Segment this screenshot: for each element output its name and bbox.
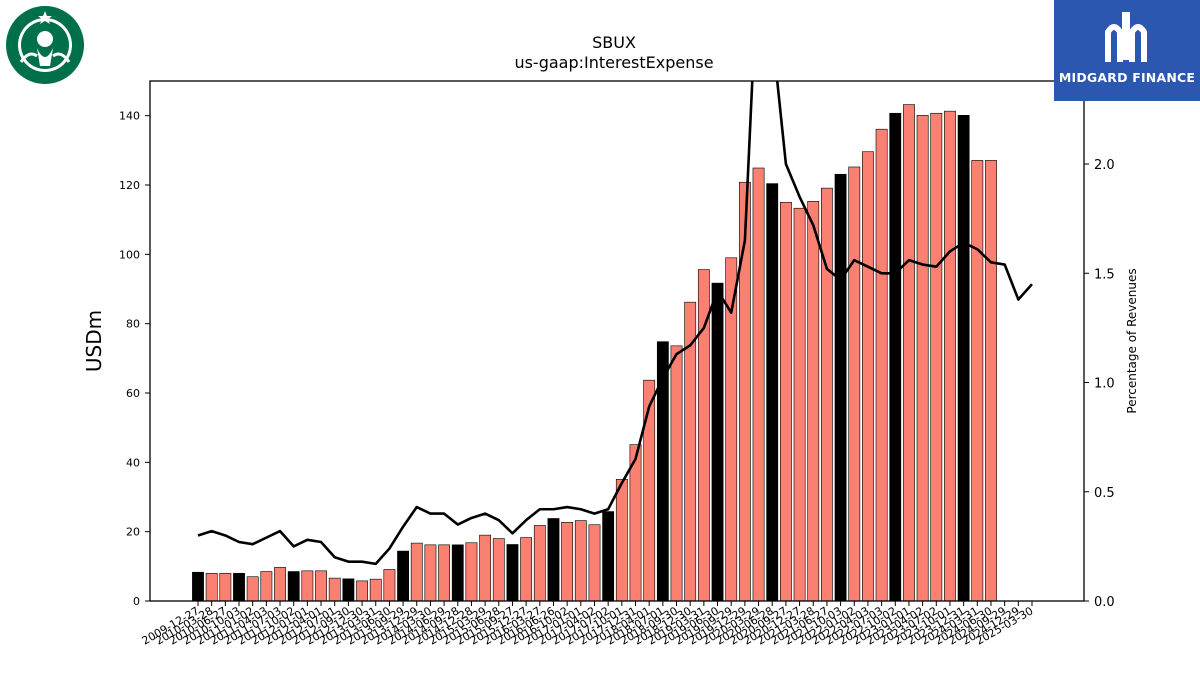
bar-2012-04-01 <box>315 570 327 602</box>
percentage-line <box>197 81 1033 566</box>
starbucks-logo <box>4 4 86 88</box>
bar-2010-06-27 <box>219 572 232 602</box>
y-tick-label: 140 <box>119 110 140 123</box>
bar-2023-07-02 <box>930 112 943 602</box>
bar-2022-07-03 <box>875 128 888 602</box>
bar-2015-06-28 <box>492 538 505 602</box>
bar-2017-07-02 <box>602 511 615 602</box>
bar-2020-09-27 <box>779 202 792 602</box>
bar-2010-10-03 <box>233 572 245 602</box>
bar-2020-12-27 <box>793 207 806 602</box>
bar-2015-03-29 <box>479 534 492 602</box>
bar-2012-07-01 <box>328 577 341 602</box>
bar-2013-09-29 <box>397 550 409 602</box>
bar-2019-06-30 <box>711 282 724 602</box>
bar-2017-04-02 <box>588 524 601 602</box>
bar-2014-09-28 <box>451 544 464 602</box>
bar-2021-06-27 <box>821 187 833 602</box>
bar-2013-06-30 <box>383 569 396 602</box>
midgard-finance-logo: MIDGARD FINANCE <box>1054 0 1200 101</box>
chart-subtitle: us-gaap:InterestExpense <box>514 53 713 72</box>
x-axis: 2009-12-272010-03-282010-06-272010-10-03… <box>140 601 1036 648</box>
y-axis-right: 0.0 0.5 1.0 1.5 2.0 <box>1084 158 1115 610</box>
y2-tick-label: 2.0 <box>1094 158 1115 173</box>
y2-axis-label: Percentage of Revenues <box>1125 268 1139 413</box>
bar-2015-12-27 <box>520 537 533 602</box>
bar-2013-12-29 <box>410 542 423 602</box>
bar-2017-01-01 <box>574 520 587 602</box>
y-axis-label: USDm <box>82 310 106 372</box>
bar-2024-03-31 <box>971 160 984 602</box>
bar-2013-03-31 <box>369 578 382 602</box>
bar-2015-09-27 <box>506 544 519 602</box>
bar-2022-10-02 <box>889 112 902 602</box>
bar-2023-10-01 <box>944 110 956 602</box>
chart-title: SBUX <box>592 33 636 52</box>
bar-2017-10-01 <box>615 479 628 602</box>
bar-2020-06-28 <box>766 183 779 602</box>
bar-2011-04-03 <box>260 571 273 602</box>
bar-2023-01-01 <box>903 104 915 602</box>
bar-2014-03-30 <box>424 544 437 602</box>
y-tick-label: 120 <box>119 179 140 192</box>
bar-2011-07-03 <box>274 567 286 602</box>
bar-2023-04-02 <box>916 115 929 602</box>
brand-name: MIDGARD FINANCE <box>1058 70 1196 85</box>
bar-2018-09-30 <box>670 345 683 602</box>
y-tick-label: 20 <box>126 526 140 539</box>
bar-2009-12-27 <box>192 571 204 602</box>
plot-frame <box>149 80 1085 602</box>
bar-2022-04-03 <box>862 151 874 602</box>
y2-tick-label: 0.0 <box>1094 595 1115 610</box>
bars-layer <box>192 104 997 602</box>
bar-2016-10-02 <box>561 522 574 602</box>
y-tick-label: 0 <box>133 595 140 608</box>
bar-2023-12-31 <box>957 115 970 602</box>
bar-2011-10-02 <box>287 571 300 602</box>
y2-tick-label: 1.5 <box>1094 267 1115 282</box>
bar-2021-10-03 <box>834 173 847 602</box>
y-tick-label: 80 <box>126 318 140 331</box>
bar-2016-06-26 <box>547 518 560 602</box>
bar-2016-03-27 <box>533 525 546 602</box>
y-tick-label: 40 <box>126 456 140 469</box>
line-layer <box>197 81 1033 566</box>
bar-2010-03-28 <box>205 572 218 602</box>
bar-2014-12-28 <box>465 542 478 602</box>
bar-2021-03-28 <box>807 200 820 602</box>
y2-tick-label: 1.0 <box>1094 377 1115 392</box>
bar-2011-01-02 <box>246 576 259 602</box>
y-tick-label: 60 <box>126 387 140 400</box>
y2-tick-label: 0.5 <box>1094 486 1115 501</box>
bar-2012-12-30 <box>356 580 368 602</box>
bar-2014-06-29 <box>438 544 450 602</box>
y-axis-left: 0 20 40 60 80 100 120 140 <box>119 110 150 608</box>
bar-2012-09-30 <box>342 578 355 602</box>
bar-2018-04-01 <box>643 379 656 602</box>
bar-2020-03-29 <box>752 167 765 602</box>
bar-2012-01-01 <box>301 570 314 602</box>
bar-2022-01-02 <box>848 166 861 602</box>
y-tick-label: 100 <box>119 248 140 261</box>
bar-2024-06-30 <box>985 160 997 602</box>
